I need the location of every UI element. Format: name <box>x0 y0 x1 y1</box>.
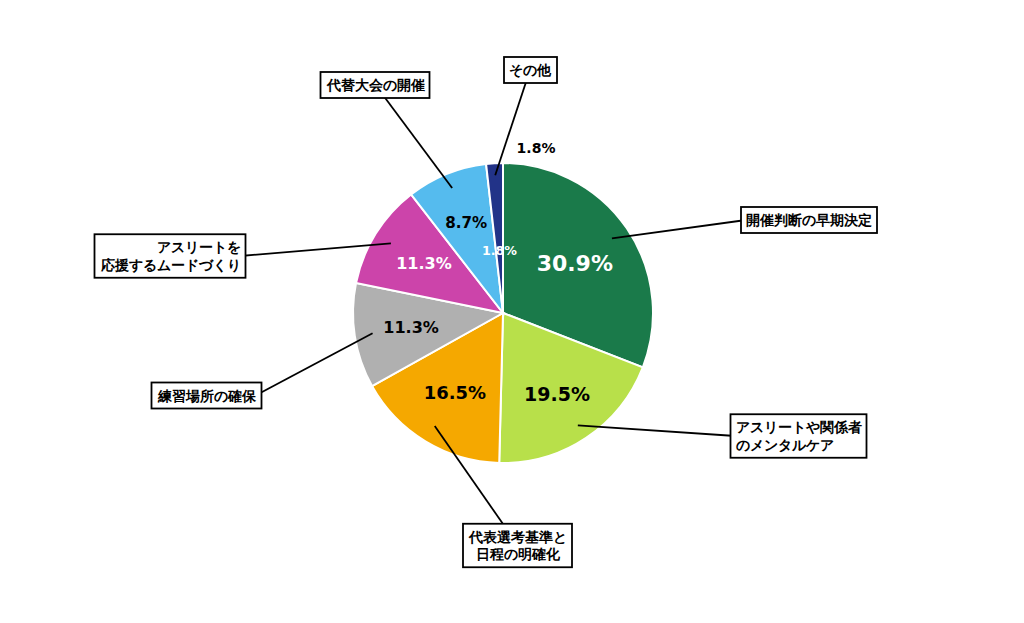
svg-text:代替大会の開催: 代替大会の開催 <box>326 77 425 93</box>
svg-text:11.3%: 11.3% <box>383 318 439 337</box>
svg-text:その他: その他 <box>509 62 552 78</box>
svg-text:19.5%: 19.5% <box>524 383 590 405</box>
svg-text:アスリートや関係者のメンタルケア: アスリートや関係者のメンタルケア <box>736 419 862 453</box>
svg-text:1.8%: 1.8% <box>482 243 517 258</box>
svg-text:8.7%: 8.7% <box>445 214 487 232</box>
svg-text:16.5%: 16.5% <box>424 382 486 403</box>
svg-text:11.3%: 11.3% <box>396 254 452 273</box>
svg-text:練習場所の確保: 練習場所の確保 <box>157 388 257 404</box>
svg-text:開催判断の早期決定: 開催判断の早期決定 <box>746 212 872 228</box>
svg-text:代表選考基準と日程の明確化: 代表選考基準と日程の明確化 <box>468 529 567 563</box>
svg-text:1.8%: 1.8% <box>517 140 556 156</box>
svg-text:30.9%: 30.9% <box>537 251 613 276</box>
svg-text:アスリートを応援するムードづくり: アスリートを応援するムードづくり <box>100 239 241 273</box>
